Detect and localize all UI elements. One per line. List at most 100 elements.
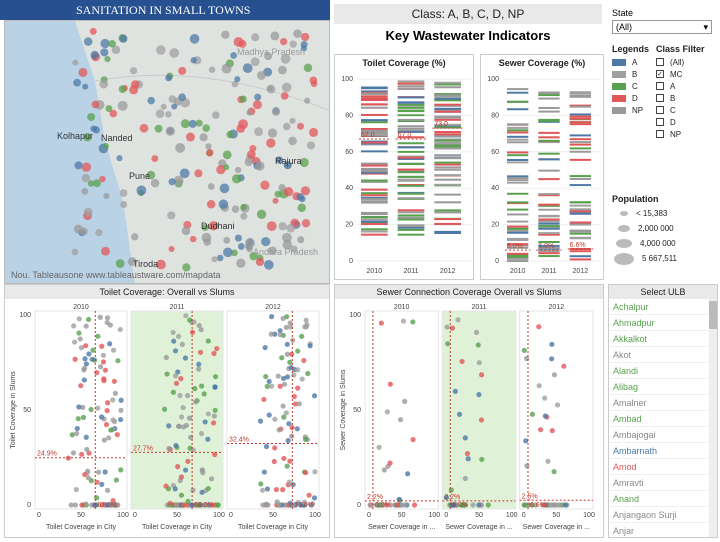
- town-marker[interactable]: [202, 124, 211, 132]
- town-marker[interactable]: [263, 259, 274, 270]
- ulb-point[interactable]: [309, 501, 316, 507]
- ulb-list-item[interactable]: Anjar: [609, 523, 717, 537]
- ulb-point[interactable]: [262, 344, 268, 351]
- ulb-bar-segment[interactable]: [507, 161, 529, 164]
- ulb-bar-segment[interactable]: [397, 125, 425, 128]
- ulb-point[interactable]: [281, 414, 287, 420]
- town-marker[interactable]: [219, 183, 230, 194]
- ulb-bar-segment[interactable]: [569, 104, 591, 107]
- town-marker[interactable]: [74, 161, 83, 170]
- ulb-point[interactable]: [112, 390, 118, 396]
- ulb-bar-segment[interactable]: [569, 123, 591, 126]
- ulb-point[interactable]: [208, 476, 215, 482]
- ulb-point[interactable]: [280, 375, 287, 382]
- ulb-point[interactable]: [549, 428, 555, 434]
- town-marker[interactable]: [199, 133, 208, 142]
- ulb-bar-segment[interactable]: [434, 103, 461, 106]
- ulb-bar-segment[interactable]: [397, 156, 425, 159]
- ulb-bar-segment[interactable]: [569, 255, 591, 258]
- town-marker[interactable]: [212, 111, 220, 119]
- ulb-bar-segment[interactable]: [569, 236, 591, 239]
- ulb-bar-segment[interactable]: [507, 231, 529, 234]
- ulb-bar-segment[interactable]: [569, 95, 591, 98]
- ulb-bar-segment[interactable]: [361, 87, 388, 90]
- ulb-bar-segment[interactable]: [538, 97, 560, 100]
- town-marker[interactable]: [167, 211, 176, 220]
- ulb-bar-segment[interactable]: [434, 138, 461, 141]
- ulb-point[interactable]: [191, 319, 197, 325]
- ulb-point[interactable]: [271, 458, 277, 465]
- town-marker[interactable]: [180, 119, 190, 129]
- ulb-point[interactable]: [303, 469, 309, 476]
- ulb-bar-segment[interactable]: [397, 118, 425, 121]
- ulb-point[interactable]: [476, 391, 482, 398]
- ulb-bar-segment[interactable]: [507, 151, 529, 154]
- ulb-bar-segment[interactable]: [434, 118, 461, 121]
- ulb-bar-segment[interactable]: [538, 218, 560, 221]
- town-marker[interactable]: [111, 45, 121, 55]
- ulb-bar-segment[interactable]: [434, 163, 461, 166]
- ulb-point[interactable]: [205, 338, 211, 344]
- town-marker[interactable]: [244, 238, 255, 249]
- ulb-point[interactable]: [295, 385, 301, 391]
- ulb-bar-segment[interactable]: [507, 237, 529, 240]
- town-marker[interactable]: [234, 234, 242, 242]
- ulb-point[interactable]: [287, 359, 293, 365]
- ulb-point[interactable]: [547, 502, 554, 508]
- ulb-bar-segment[interactable]: [361, 129, 388, 132]
- ulb-point[interactable]: [396, 496, 402, 503]
- town-marker[interactable]: [201, 232, 212, 243]
- town-marker[interactable]: [272, 197, 279, 204]
- ulb-point[interactable]: [284, 341, 290, 347]
- ulb-point[interactable]: [84, 446, 90, 453]
- ulb-bar-segment[interactable]: [569, 184, 591, 187]
- ulb-bar-segment[interactable]: [538, 158, 560, 161]
- sewer-bars-canvas[interactable]: 100 80 60 40 20 0 2010 6.0% 2011 6.0% 2012 6.6%: [481, 69, 605, 279]
- ulb-bar-segment[interactable]: [569, 143, 591, 146]
- ulb-bar-segment[interactable]: [397, 224, 425, 227]
- town-marker[interactable]: [264, 52, 273, 61]
- ulb-bar-segment[interactable]: [361, 213, 388, 216]
- town-marker[interactable]: [146, 170, 156, 180]
- ulb-point[interactable]: [183, 422, 190, 428]
- ulb-list-item[interactable]: Alibag: [609, 379, 717, 395]
- ulb-bar-segment[interactable]: [538, 244, 560, 247]
- ulb-point[interactable]: [542, 395, 548, 401]
- town-marker[interactable]: [165, 74, 173, 82]
- ulb-bar-segment[interactable]: [361, 150, 388, 153]
- town-marker[interactable]: [178, 93, 186, 101]
- ulb-point[interactable]: [79, 451, 85, 457]
- town-marker[interactable]: [275, 156, 284, 164]
- checkbox[interactable]: [656, 118, 664, 126]
- ulb-point[interactable]: [166, 445, 172, 452]
- ulb-bar-segment[interactable]: [538, 215, 560, 218]
- town-marker[interactable]: [238, 119, 249, 130]
- ulb-point[interactable]: [110, 417, 116, 423]
- town-marker[interactable]: [104, 56, 111, 63]
- ulb-point[interactable]: [196, 361, 202, 367]
- ulb-point[interactable]: [199, 467, 206, 473]
- town-marker[interactable]: [246, 150, 256, 159]
- ulb-bar-segment[interactable]: [361, 179, 388, 182]
- town-marker[interactable]: [252, 100, 262, 110]
- town-marker[interactable]: [223, 164, 230, 171]
- town-marker[interactable]: [87, 112, 96, 122]
- ulb-bar-segment[interactable]: [434, 147, 461, 150]
- ulb-point[interactable]: [211, 413, 217, 419]
- town-marker[interactable]: [256, 209, 267, 220]
- town-marker[interactable]: [175, 142, 186, 153]
- ulb-bar-segment[interactable]: [538, 233, 560, 236]
- town-marker[interactable]: [237, 243, 245, 250]
- ulb-point[interactable]: [266, 412, 272, 418]
- ulb-bar-segment[interactable]: [361, 216, 388, 219]
- ulb-point[interactable]: [171, 338, 177, 344]
- ulb-point[interactable]: [536, 324, 542, 330]
- ulb-point[interactable]: [197, 349, 204, 355]
- ulb-point[interactable]: [529, 411, 535, 417]
- ulb-bar-segment[interactable]: [434, 183, 461, 186]
- ulb-point[interactable]: [172, 373, 179, 379]
- town-marker[interactable]: [282, 239, 293, 250]
- ulb-point[interactable]: [178, 376, 184, 382]
- class-filter-option[interactable]: A: [656, 80, 716, 92]
- ulb-bar-segment[interactable]: [507, 220, 529, 223]
